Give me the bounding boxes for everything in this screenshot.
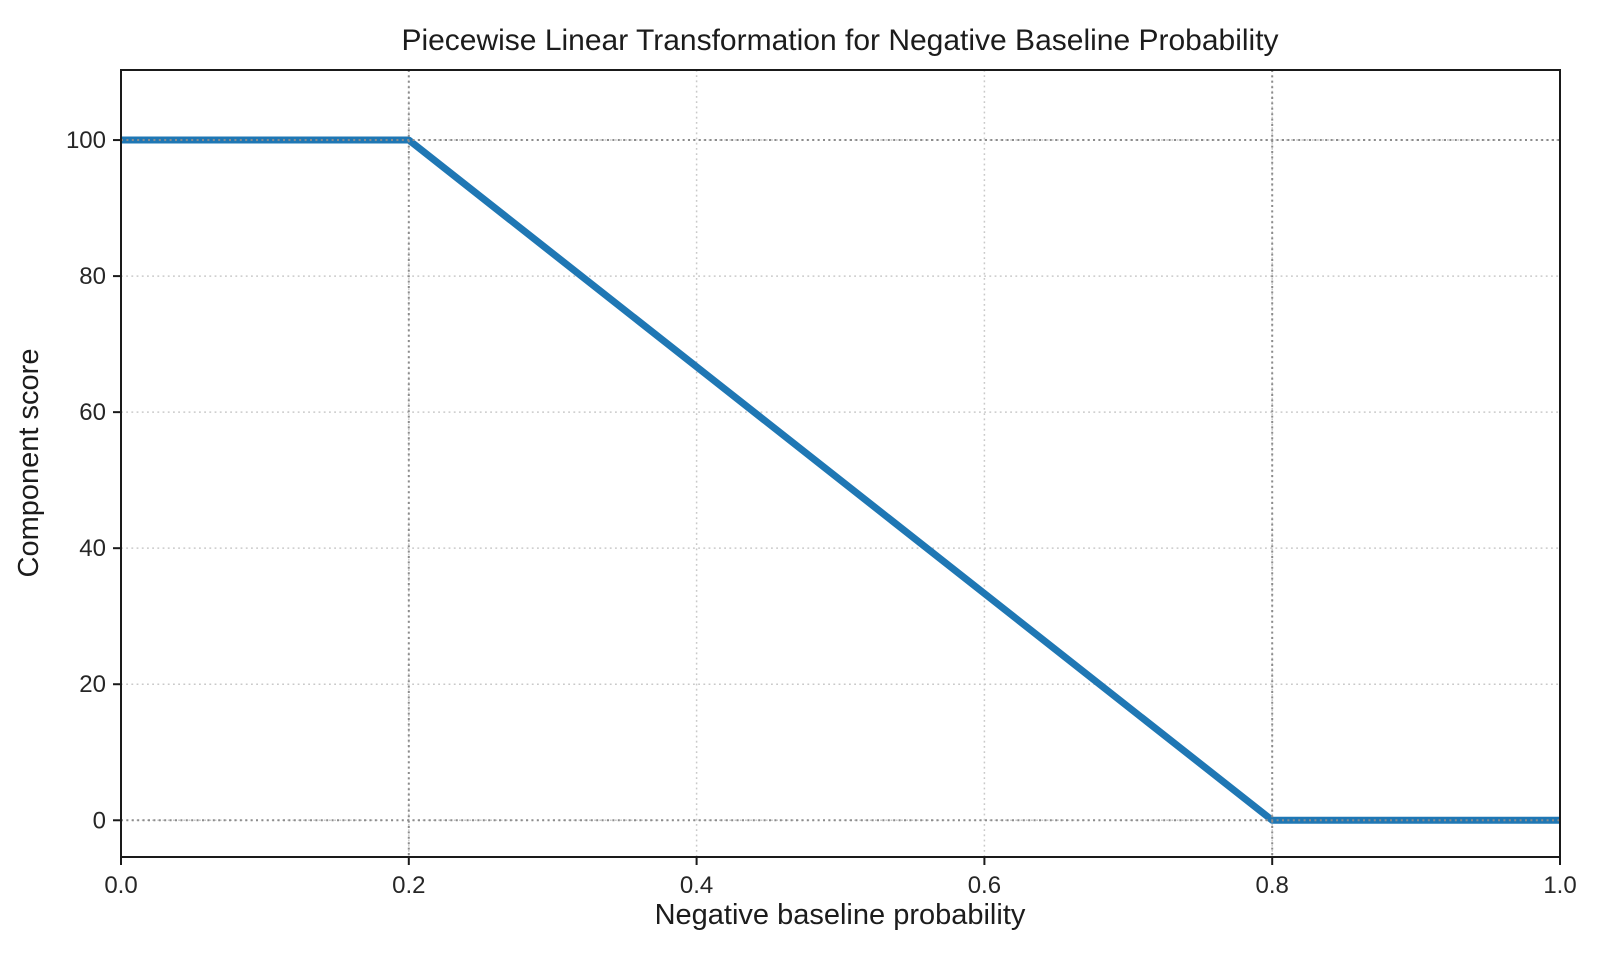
component-score-line bbox=[121, 136, 1560, 824]
x-tick-label: 0.4 bbox=[680, 872, 713, 899]
x-tick-label: 0.8 bbox=[1256, 872, 1289, 899]
axes-spines bbox=[120, 69, 1561, 858]
reference-lines bbox=[121, 70, 1560, 857]
x-tick-label: 1.0 bbox=[1543, 872, 1576, 899]
x-tick-label: 0.2 bbox=[392, 872, 425, 899]
axis-ticks: 0.0 0.2 0.4 0.6 0.8 1.0 0 20 40 60 80 100 bbox=[66, 127, 1577, 899]
y-tick-label: 0 bbox=[93, 807, 106, 834]
chart-title: Piecewise Linear Transformation for Nega… bbox=[401, 24, 1278, 57]
plot-area bbox=[121, 70, 1560, 857]
data-series-layer bbox=[121, 136, 1560, 824]
y-tick-label: 40 bbox=[79, 535, 106, 562]
y-tick-label: 20 bbox=[79, 671, 106, 698]
x-tick-label: 0.0 bbox=[104, 872, 137, 899]
x-axis-label: Negative baseline probability bbox=[655, 899, 1026, 931]
y-tick-label: 60 bbox=[79, 399, 106, 426]
x-tick-label: 0.6 bbox=[968, 872, 1001, 899]
y-tick-label: 100 bbox=[66, 127, 106, 154]
y-tick-label: 80 bbox=[79, 263, 106, 290]
y-axis-label: Component score bbox=[13, 349, 45, 578]
